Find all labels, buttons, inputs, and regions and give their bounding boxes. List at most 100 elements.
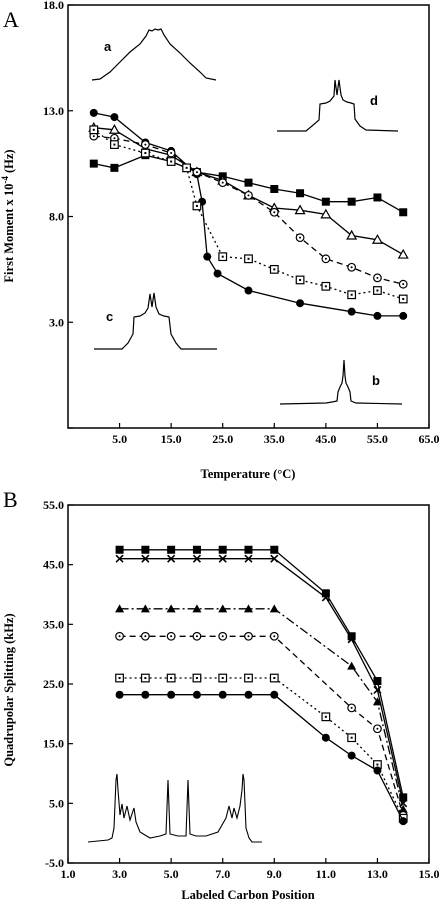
data-point: [347, 751, 356, 760]
data-point: [346, 229, 358, 240]
data-point: [140, 148, 150, 158]
spectrum-b: b: [279, 359, 403, 405]
data-point: [218, 554, 227, 563]
x-tick-label: 13.0: [367, 867, 388, 881]
y-tick-label: 5.0: [49, 796, 64, 810]
data-point: [399, 817, 408, 826]
series-line: [119, 608, 404, 810]
series-filled-circle: [89, 108, 408, 320]
data-point: [244, 286, 253, 295]
data-point: [192, 167, 202, 177]
data-point: [320, 208, 332, 219]
spectrum-c-label: c: [106, 309, 113, 324]
data-point: [373, 286, 382, 295]
data-point: [192, 673, 202, 683]
spectrum-d: d: [277, 79, 399, 132]
data-point: [192, 545, 201, 554]
data-point: [321, 733, 330, 742]
y-tick-label: 3.0: [49, 315, 64, 329]
data-point: [398, 279, 408, 289]
series-line: [119, 558, 404, 804]
y-tick-label: 35.0: [43, 617, 64, 631]
panel-a-y-ticks: 3.0 8.0 13.0 18.0: [43, 0, 73, 429]
data-point: [140, 631, 150, 641]
data-point: [296, 189, 305, 198]
data-point: [397, 248, 409, 259]
data-point: [167, 690, 176, 699]
data-point: [218, 252, 228, 262]
data-point: [115, 690, 124, 699]
data-point: [110, 113, 119, 122]
data-point: [244, 631, 253, 641]
data-point: [244, 545, 253, 554]
series-line: [93, 112, 404, 317]
x-tick-label: 55.0: [367, 432, 388, 446]
x-tick-label: 9.0: [267, 867, 282, 881]
x-tick-label: 1.0: [61, 867, 76, 881]
series-line: [119, 694, 404, 822]
data-point: [141, 554, 150, 563]
data-point: [270, 554, 279, 563]
y-tick-label: 18.0: [43, 0, 64, 12]
data-point: [115, 631, 124, 641]
panel-b-x-axis-label: Labeled Carbon Position: [181, 888, 314, 902]
data-point: [244, 604, 253, 613]
data-point: [218, 690, 227, 699]
data-point: [192, 554, 201, 563]
data-point: [269, 673, 279, 683]
data-point: [269, 604, 279, 613]
x-tick-label: 5.0: [164, 867, 179, 881]
panel-b-x-ticks: 1.0 3.0 5.0 7.0 9.0 11.0 13.0 15.0: [61, 858, 440, 881]
data-point: [399, 208, 408, 217]
x-tick-label: 15.0: [419, 867, 440, 881]
data-point: [141, 690, 150, 699]
data-point: [321, 281, 331, 291]
data-point: [398, 804, 408, 813]
data-point: [140, 673, 150, 683]
panel-b-chart: B 1.0 3.0 5.0 7.0 9.0 11.0 13.0 15.0 -5.0 5.0 15.…: [2, 487, 440, 902]
data-point: [166, 148, 176, 158]
data-point: [218, 604, 228, 613]
data-point: [192, 201, 202, 211]
data-point: [321, 254, 331, 264]
panel-a-chart: A 5.0 15.0 25.0 35.0 45.0 55.0 65.0 3.0 8.0 13.0…: [0, 0, 440, 481]
series-filled-triangle: [115, 604, 408, 813]
y-tick-label: -5.0: [45, 856, 64, 870]
data-point: [218, 631, 228, 641]
panel-b-y-ticks: -5.0 5.0 15.0 25.0 35.0 45.0 55.0: [43, 498, 73, 870]
data-point: [347, 703, 357, 713]
panel-a-y-axis-label: First Moment x 10-4 (Hz): [0, 149, 16, 282]
data-point: [167, 554, 176, 563]
data-point: [182, 163, 192, 173]
spectrum-b-label: b: [372, 373, 380, 388]
data-point: [244, 554, 253, 563]
spectrum-a: a: [91, 28, 217, 81]
panel-a-frame: [67, 4, 430, 429]
y-tick-label: 8.0: [49, 210, 64, 224]
series-filled-circle: [115, 690, 408, 826]
data-point: [373, 311, 382, 320]
data-point: [295, 275, 305, 285]
y-tick-label: 55.0: [43, 498, 64, 512]
x-tick-label: 35.0: [264, 432, 285, 446]
series-filled-square: [89, 151, 408, 217]
panel-b-label: B: [3, 487, 18, 512]
data-point: [203, 252, 212, 261]
data-point: [167, 545, 176, 554]
data-point: [373, 724, 382, 734]
data-point: [166, 604, 176, 613]
data-point: [269, 264, 279, 274]
data-point: [372, 697, 382, 706]
data-point: [115, 604, 125, 613]
y-tick-label: 15.0: [43, 737, 64, 751]
data-point: [347, 632, 356, 641]
spectrum-d-label: d: [370, 93, 378, 108]
panel-b-inset-spectrum: [87, 773, 262, 843]
data-point: [373, 677, 382, 686]
series-open-circle-dot: [89, 131, 408, 289]
data-point: [110, 140, 119, 149]
data-point: [115, 545, 124, 554]
data-point: [89, 125, 99, 135]
series-open-circle-dot: [115, 631, 408, 820]
series-open-square-dot: [115, 673, 408, 823]
